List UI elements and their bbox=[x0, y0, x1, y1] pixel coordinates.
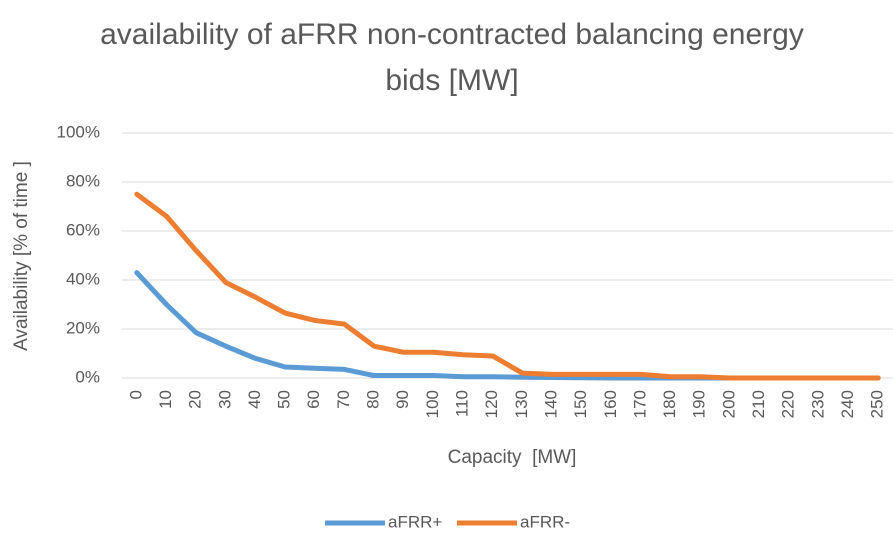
x-tick-label: 240 bbox=[838, 390, 857, 418]
x-tick-label: 190 bbox=[690, 390, 709, 418]
x-tick-label: 110 bbox=[453, 390, 472, 417]
x-tick-label: 0 bbox=[126, 390, 145, 399]
x-tick-label: 220 bbox=[779, 390, 798, 418]
x-tick-label: 10 bbox=[156, 390, 175, 409]
x-tick-label: 100 bbox=[423, 390, 442, 418]
x-tick-label: 120 bbox=[482, 390, 501, 418]
x-tick-label: 60 bbox=[304, 390, 323, 409]
y-tick-label: 80% bbox=[66, 171, 100, 190]
legend-label: aFRR+ bbox=[388, 512, 442, 531]
y-tick-label: 40% bbox=[66, 269, 100, 288]
y-axis-title: Availability [% of time ] bbox=[11, 161, 32, 351]
line-series bbox=[134, 191, 881, 381]
y-tick-label: 20% bbox=[66, 318, 100, 337]
x-tick-label: 250 bbox=[868, 390, 887, 418]
chart-title: availability of aFRR non-contracted bala… bbox=[100, 18, 804, 97]
x-tick-label: 20 bbox=[186, 390, 205, 409]
x-tick-label: 90 bbox=[393, 390, 412, 409]
x-tick-label: 70 bbox=[334, 390, 353, 409]
y-tick-label: 60% bbox=[66, 220, 100, 239]
x-tick-label: 180 bbox=[660, 390, 679, 418]
x-tick-label: 130 bbox=[512, 390, 531, 418]
x-tick-label: 150 bbox=[571, 390, 590, 418]
x-tick-label: 230 bbox=[808, 390, 827, 418]
legend-label: aFRR- bbox=[520, 512, 570, 531]
x-tick-label: 50 bbox=[275, 390, 294, 409]
x-tick-label: 30 bbox=[215, 390, 234, 409]
y-tick-label: 0% bbox=[75, 367, 100, 386]
x-tick-label: 80 bbox=[364, 390, 383, 409]
y-tick-label: 100% bbox=[57, 122, 100, 141]
x-tick-label: 140 bbox=[541, 390, 560, 418]
x-tick-label: 210 bbox=[749, 390, 768, 418]
x-tick-label: 40 bbox=[245, 390, 264, 409]
x-tick-label: 200 bbox=[719, 390, 738, 418]
x-tick-label: 170 bbox=[630, 390, 649, 418]
x-axis-title: Capacity [MW] bbox=[448, 447, 577, 468]
x-tick-label: 160 bbox=[601, 390, 620, 418]
